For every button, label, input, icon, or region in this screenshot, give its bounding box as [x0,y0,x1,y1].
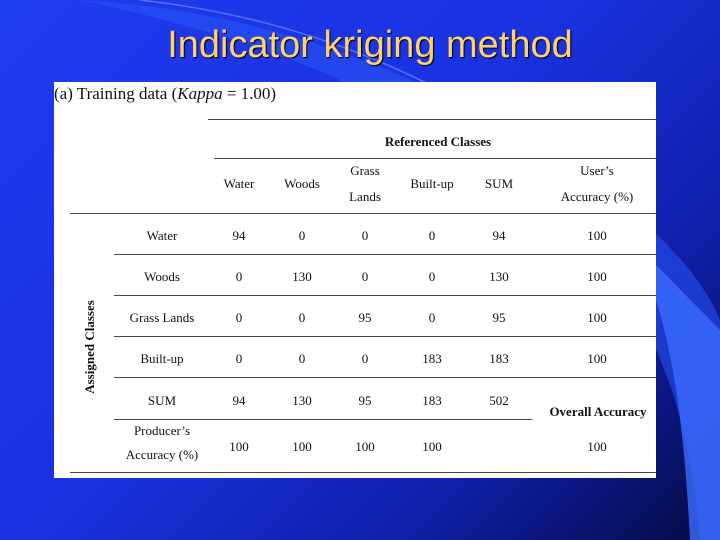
producers-builtup: 100 [422,439,442,454]
referenced-classes-header: Referenced Classes [384,134,492,149]
cell-grass-grass: 95 [358,310,372,325]
rule-row-5 [114,419,532,420]
cell-builtup-builtup: 183 [422,351,442,366]
cell-woods-users: 100 [587,269,607,284]
cell-water-users: 100 [587,228,607,243]
cell-woods-builtup: 0 [428,269,436,284]
rule-top [208,119,656,120]
cell-water-water: 94 [232,228,246,243]
row-label-builtup: Built-up [140,351,184,366]
rule-row-2 [114,295,656,296]
cell-builtup-water: 0 [235,351,243,366]
rule-row-4 [114,377,656,378]
col-header-water: Water [223,176,255,191]
cell-builtup-users: 100 [587,351,607,366]
cell-water-woods: 0 [298,228,306,243]
cell-grass-sum: 95 [492,310,506,325]
cell-woods-grass: 0 [361,269,369,284]
cell-sum-woods: 130 [292,393,312,408]
row-label-sum: SUM [147,393,177,408]
confusion-matrix-figure: (a) Training data (Kappa = 1.00) Referen… [54,82,656,478]
cell-water-sum: 94 [492,228,506,243]
cell-sum-sum: 502 [489,393,509,408]
cell-grass-builtup: 0 [428,310,436,325]
figure-caption: (a) Training data (Kappa = 1.00) [54,84,277,103]
assigned-classes-label: Assigned Classes [82,300,97,394]
col-header-woods: Woods [284,176,320,191]
producers-label-1: Producer’s [133,423,191,438]
col-header-grass-1: Grass [350,163,380,178]
producers-label-2: Accuracy (%) [125,447,199,462]
col-header-builtup: Built-up [410,176,454,191]
cell-builtup-sum: 183 [489,351,509,366]
col-header-users-1: User’s [580,163,614,178]
col-header-sum: SUM [484,176,514,191]
cell-sum-water: 94 [232,393,246,408]
cell-grass-users: 100 [587,310,607,325]
col-header-users-2: Accuracy (%) [560,189,634,204]
cell-woods-water: 0 [235,269,243,284]
cell-water-builtup: 0 [428,228,436,243]
rule-row-3 [114,336,656,337]
producers-grass: 100 [355,439,375,454]
cell-grass-woods: 0 [298,310,306,325]
row-label-woods: Woods [144,269,180,284]
rule-referenced [214,158,656,159]
cell-grass-water: 0 [235,310,243,325]
cell-builtup-woods: 0 [298,351,306,366]
producers-water: 100 [229,439,249,454]
cell-sum-builtup: 183 [422,393,442,408]
overall-accuracy-value: 100 [587,439,607,454]
row-label-water: Water [146,228,178,243]
cell-woods-sum: 130 [489,269,509,284]
col-header-grass-2: Lands [349,189,381,204]
producers-woods: 100 [292,439,312,454]
cell-builtup-grass: 0 [361,351,369,366]
row-label-grass-lands: Grass Lands [129,310,195,325]
rule-bottom [70,472,656,473]
overall-accuracy-label: Overall Accuracy [549,404,647,419]
slide-title: Indicator kriging method [167,24,573,66]
rule-header-bottom [70,213,656,214]
cell-water-grass: 0 [361,228,369,243]
cell-sum-grass: 95 [358,393,372,408]
rule-row-1 [114,254,656,255]
cell-woods-woods: 130 [292,269,312,284]
